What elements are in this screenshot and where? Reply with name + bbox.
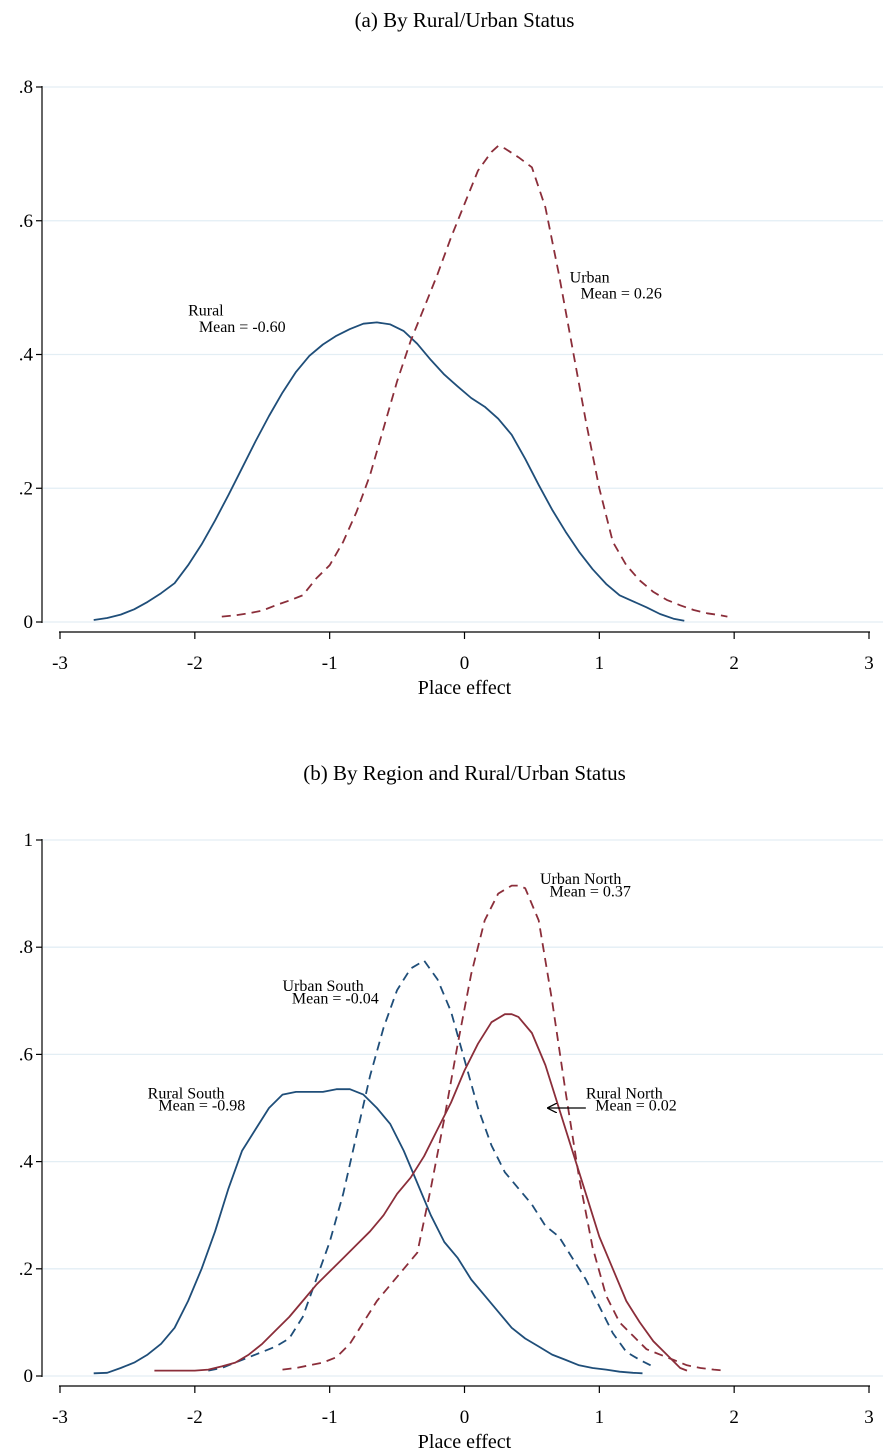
series-line-urban-south: [208, 959, 652, 1372]
x-tick-label: -3: [52, 653, 68, 674]
x-tick-label: -3: [52, 1407, 68, 1428]
x-tick-label: 1: [595, 653, 605, 674]
y-tick-label: .8: [19, 937, 33, 958]
x-axis-label: Place effect: [418, 1431, 512, 1452]
x-tick-label: 2: [729, 1407, 739, 1428]
x-tick-label: 2: [729, 653, 739, 674]
series-line-rural: [93, 321, 685, 622]
annotation-rural-mean: Mean = -0.60: [199, 319, 286, 336]
annotation-rural-north-mean: Mean = 0.02: [595, 1098, 676, 1115]
annotation-urban-name: Urban: [570, 269, 610, 286]
x-tick-label: 0: [460, 1407, 470, 1428]
x-tick-label: -2: [187, 653, 203, 674]
chart-panel-a: (a) By Rural/Urban Status 0 .2 .4 .6 .8 -3 -2 -1…: [19, 8, 883, 699]
annotation-rural-south-mean: Mean = -0.98: [158, 1098, 245, 1115]
annotation-rural-south-name: Rural South: [148, 1085, 225, 1102]
y-tick-label: .4: [19, 1152, 34, 1173]
annotation-urban-north-mean: Mean = 0.37: [549, 883, 630, 900]
y-tick-label: .4: [19, 345, 34, 366]
x-tick-label: 3: [864, 653, 874, 674]
x-tick-label: 1: [595, 1407, 605, 1428]
y-tick-label: .8: [19, 77, 33, 98]
series-line-urban: [221, 145, 728, 618]
y-tick-label: .2: [19, 478, 33, 499]
series-line-rural-north: [154, 1013, 688, 1372]
annotation-urban-south-mean: Mean = -0.04: [292, 990, 379, 1007]
series-line-rural-south: [93, 1088, 643, 1375]
annotation-rural-name: Rural: [188, 303, 224, 320]
x-tick-label: -1: [322, 653, 338, 674]
y-tick-label: 1: [24, 830, 34, 851]
x-tick-label: 3: [864, 1407, 874, 1428]
y-tick-label: 0: [24, 1366, 34, 1387]
x-tick-label: 0: [460, 653, 470, 674]
annotation-urban-south-name: Urban South: [282, 978, 363, 995]
chart-panel-b: (b) By Region and Rural/Urban Status 0 .2.…: [19, 761, 883, 1452]
x-axis-label: Place effect: [418, 677, 512, 699]
y-tick-label: .6: [19, 1044, 33, 1065]
y-tick-label: 0: [24, 612, 34, 633]
annotation-urban-north-name: Urban North: [540, 871, 621, 888]
x-tick-label: -2: [187, 1407, 203, 1428]
y-tick-label: .6: [19, 211, 33, 232]
x-tick-label: -1: [322, 1407, 338, 1428]
annotation-rural-north-name: Rural North: [586, 1085, 663, 1102]
chart-title: (b) By Region and Rural/Urban Status: [303, 761, 626, 785]
series-line-urban-north: [282, 884, 725, 1372]
chart-title: (a) By Rural/Urban Status: [355, 8, 575, 32]
annotation-urban-mean: Mean = 0.26: [580, 285, 661, 302]
y-tick-label: .2: [19, 1259, 33, 1280]
